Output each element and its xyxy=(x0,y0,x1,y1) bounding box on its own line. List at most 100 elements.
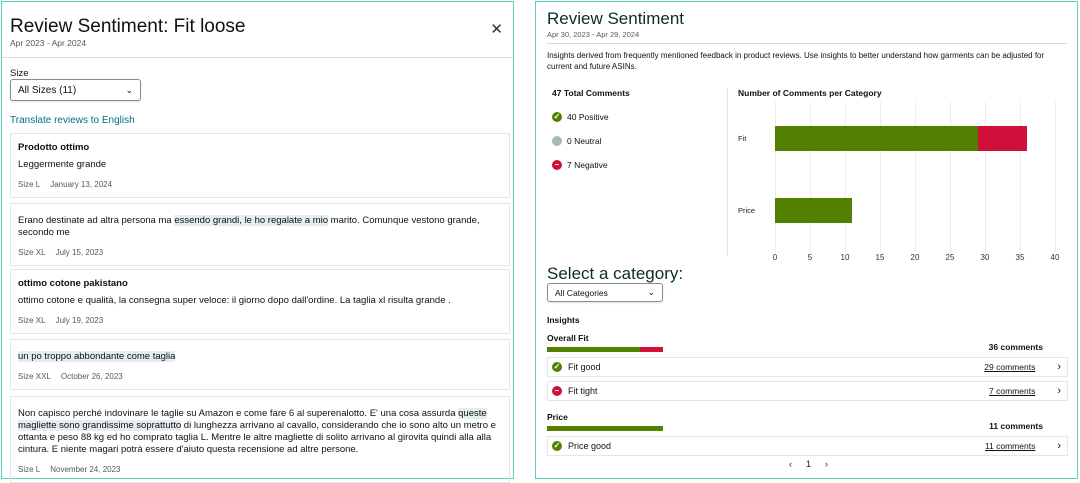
bar-fit-negative[interactable] xyxy=(978,126,1027,151)
insight-group-name: Price xyxy=(547,412,568,422)
review-text: Leggermente grande xyxy=(18,159,107,170)
review-date: January 13, 2024 xyxy=(50,180,113,189)
chevron-right-icon[interactable]: › xyxy=(1057,385,1061,397)
category-select-value: All Categories xyxy=(555,287,608,298)
comments-link[interactable]: 7 comments xyxy=(989,386,1036,396)
x-tick-label: 5 xyxy=(807,253,813,262)
page-title: Review Sentiment xyxy=(547,9,685,28)
insight-row[interactable]: – Fit tight 7 comments › xyxy=(547,381,1068,401)
positive-label: 40 Positive xyxy=(567,112,609,122)
positive-count: ✓ 40 Positive xyxy=(552,112,609,122)
page-number[interactable]: 1 xyxy=(806,459,812,469)
review-date: October 26, 2023 xyxy=(60,372,123,381)
group-total: 36 comments xyxy=(988,342,1043,352)
review-body: Non capisco perché indovinare le taglie … xyxy=(18,408,502,456)
neutral-count: 0 Neutral xyxy=(552,136,602,146)
negative-count: –7 Negative xyxy=(552,160,608,170)
comments-link[interactable]: 29 comments xyxy=(984,362,1036,372)
x-tick-label: 20 xyxy=(910,253,920,262)
check-circle-icon: ✓ xyxy=(552,112,562,122)
close-icon[interactable]: ✕ xyxy=(490,21,503,38)
review-body: un po troppo abbondante come taglia xyxy=(18,351,502,363)
next-page-icon[interactable]: › xyxy=(825,459,829,469)
prev-page-icon[interactable]: ‹ xyxy=(789,459,792,469)
review-sentiment-panel: Review Sentiment Apr 30, 2023 - Apr 29, … xyxy=(535,1,1078,479)
category-label: Fit xyxy=(738,134,747,143)
review-size: Size L xyxy=(18,465,41,474)
neutral-label: 0 Neutral xyxy=(567,136,602,146)
gridline xyxy=(985,102,986,252)
x-tick-label: 0 xyxy=(772,253,778,262)
insight-group-name: Overall Fit xyxy=(547,333,589,343)
total-comments: 47 Total Comments xyxy=(552,88,630,98)
review-size: Size L xyxy=(18,180,41,189)
x-tick-label: 10 xyxy=(840,253,850,262)
category-select[interactable]: All Categories ⌄ xyxy=(547,283,663,302)
review-detail-panel: Review Sentiment: Fit loose Apr 2023 - A… xyxy=(1,1,514,483)
review-text: ottimo cotone e qualità, la consegna sup… xyxy=(18,295,451,306)
group-total: 11 comments xyxy=(989,421,1043,431)
select-category-heading: Select a category: xyxy=(547,264,684,283)
highlighted-text: un po troppo abbondante come taglia xyxy=(18,351,176,362)
gridline xyxy=(1055,102,1056,252)
review-text: Erano destinate ad altra persona ma xyxy=(18,215,175,226)
review-text: Non capisco perché indovinare le taglie … xyxy=(18,408,459,419)
panel-title: Review Sentiment: Fit loose xyxy=(10,16,246,37)
x-tick-label: 40 xyxy=(1050,253,1060,262)
insight-row[interactable]: ✓ Price good 11 comments › xyxy=(547,436,1068,456)
insight-label: Fit tight xyxy=(568,386,598,396)
insight-row[interactable]: ✓ Fit good 29 comments › xyxy=(547,357,1068,377)
date-range: Apr 2023 - Apr 2024 xyxy=(10,38,87,48)
review-body: ottimo cotone e qualità, la consegna sup… xyxy=(18,295,502,307)
review-body: Leggermente grande xyxy=(18,159,502,171)
bar-price-positive[interactable] xyxy=(775,198,852,223)
review-text: di lunghezza arrivano al cavallo, consid… xyxy=(18,420,496,455)
review-card: Prodotto ottimo Leggermente grande Size L J… xyxy=(10,133,510,198)
review-text: marito. Comunque vestono grande, secondo… xyxy=(18,215,480,238)
check-circle-icon: ✓ xyxy=(552,362,562,372)
review-card: un po troppo abbondante come taglia Size … xyxy=(10,339,510,390)
neutral-circle-icon xyxy=(552,136,562,146)
translate-link[interactable]: Translate reviews to English xyxy=(10,115,135,126)
highlighted-text: essendo grandi, le ho regalate a mio xyxy=(174,215,329,226)
vertical-divider xyxy=(727,88,728,256)
positive-segment xyxy=(547,347,641,352)
check-circle-icon: ✓ xyxy=(552,441,562,451)
insights-label: Insights xyxy=(547,315,580,325)
insight-label: Price good xyxy=(568,441,612,451)
description: Insights derived from frequently mention… xyxy=(547,51,1045,71)
review-size: Size XXL xyxy=(18,372,51,381)
chart-title: Number of Comments per Category xyxy=(738,88,882,98)
gridline xyxy=(775,102,776,252)
divider xyxy=(547,43,1067,44)
gridline xyxy=(1020,102,1021,252)
chevron-right-icon[interactable]: › xyxy=(1057,361,1061,373)
review-card: Non capisco perché indovinare le taglie … xyxy=(10,396,510,483)
minus-circle-icon: – xyxy=(552,386,562,396)
chevron-right-icon[interactable]: › xyxy=(1057,440,1061,452)
comments-link[interactable]: 11 comments xyxy=(984,441,1036,451)
sentiment-bar xyxy=(547,347,663,352)
sentiment-bar xyxy=(547,426,663,431)
positive-segment xyxy=(547,426,663,431)
minus-circle-icon: – xyxy=(552,160,562,170)
review-meta: Size L January 13, 2024 xyxy=(18,180,502,189)
bar-fit-positive[interactable] xyxy=(775,126,978,151)
review-card: ottimo cotone pakistano ottimo cotone e q… xyxy=(10,269,510,334)
review-meta: Size L November 24, 2023 xyxy=(18,465,502,474)
gridline xyxy=(950,102,951,252)
chevron-down-icon: ⌄ xyxy=(647,287,655,297)
review-title: Prodotto ottimo xyxy=(18,142,90,153)
divider xyxy=(2,57,513,58)
x-tick-label: 35 xyxy=(1015,253,1025,262)
negative-segment xyxy=(640,347,663,352)
review-body: Erano destinate ad altra persona ma esse… xyxy=(18,215,502,239)
review-meta: Size XXL October 26, 2023 xyxy=(18,372,502,381)
size-select[interactable]: All Sizes (11) ⌄ xyxy=(10,79,141,101)
review-date: November 24, 2023 xyxy=(50,465,121,474)
review-card: Erano destinate ad altra persona ma esse… xyxy=(10,203,510,266)
negative-label: 7 Negative xyxy=(567,160,608,170)
review-date: July 19, 2023 xyxy=(55,316,104,325)
review-meta: Size XL July 19, 2023 xyxy=(18,316,502,325)
date-range: Apr 30, 2023 - Apr 29, 2024 xyxy=(547,30,640,39)
